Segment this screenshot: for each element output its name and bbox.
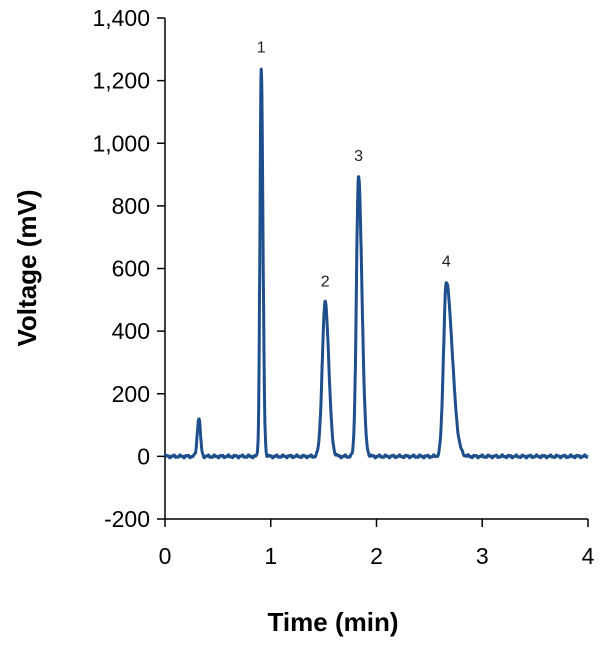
peak-label-2: 2 [321,273,330,290]
y-tick-label: 600 [112,256,150,282]
y-tick-label: 1,400 [92,5,150,31]
y-tick-label: 1,200 [92,68,150,94]
y-tick-label: 0 [137,443,150,469]
x-tick-label: 3 [476,543,489,569]
voltage-trace [163,67,590,460]
y-tick-label: 800 [112,193,150,219]
y-tick-label: 200 [112,381,150,407]
y-tick-label: 400 [112,318,150,344]
peak-label-1: 1 [257,40,266,57]
y-tick-label: -200 [104,506,150,532]
peak-label-4: 4 [442,254,451,271]
peak-label-3: 3 [354,148,363,165]
y-axis-title: Voltage (mV) [12,190,42,347]
x-tick-label: 1 [264,543,277,569]
x-axis-title: Time (min) [268,607,399,637]
x-tick-label: 4 [582,543,595,569]
x-tick-label: 2 [370,543,383,569]
y-tick-label: 1,000 [92,130,150,156]
x-tick-label: 0 [159,543,172,569]
